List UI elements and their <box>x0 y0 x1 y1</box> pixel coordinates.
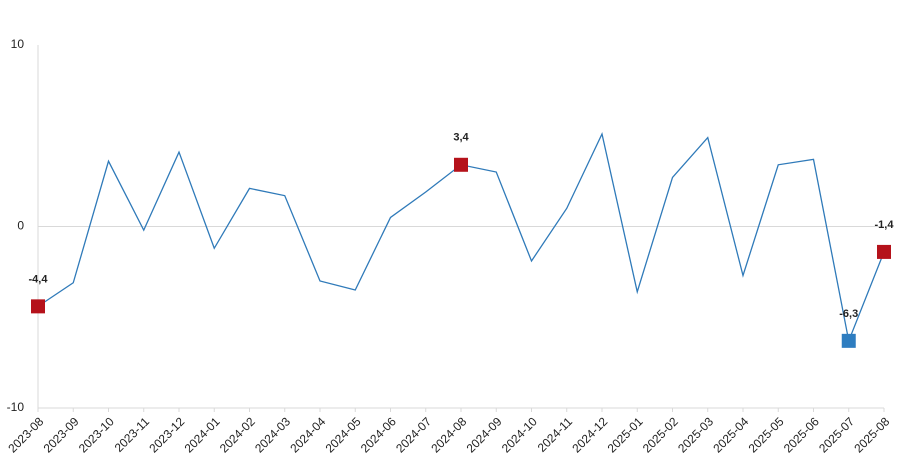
y-tick-label: -10 <box>7 400 25 414</box>
x-tick-label: 2023-08 <box>5 414 46 455</box>
x-tick-label: 2023-10 <box>76 414 117 455</box>
x-tick-label: 2025-02 <box>640 414 681 455</box>
x-tick-label: 2024-12 <box>569 414 610 455</box>
x-tick-label: 2025-08 <box>851 414 892 455</box>
x-tick-label: 2023-09 <box>41 414 82 455</box>
x-tick-label: 2024-07 <box>393 414 434 455</box>
marker <box>454 157 468 172</box>
x-tick-label: 2025-05 <box>746 414 787 455</box>
marker <box>877 244 891 259</box>
x-tick-label: 2024-11 <box>535 414 576 455</box>
x-tick-label: 2024-08 <box>428 414 469 455</box>
y-tick-label: 0 <box>17 219 24 233</box>
x-tick-label: 2025-01 <box>605 414 646 455</box>
x-tick-label: 2024-02 <box>217 414 258 455</box>
x-tick-label: 2024-05 <box>323 414 364 455</box>
x-tick-label: 2025-04 <box>710 414 751 455</box>
x-tick-label: 2024-03 <box>252 414 293 455</box>
x-tick-label: 2024-04 <box>287 414 328 455</box>
x-tick-label: 2025-06 <box>781 414 822 455</box>
value-label: -1,4 <box>875 219 895 231</box>
x-tick-label: 2025-07 <box>816 414 857 455</box>
x-tick-label: 2024-01 <box>182 414 223 455</box>
value-label: -4,4 <box>29 273 49 285</box>
x-tick-label: 2023-12 <box>146 414 187 455</box>
x-tick-label: 2025-03 <box>675 414 716 455</box>
x-tick-label: 2023-11 <box>112 414 153 455</box>
value-label: -6,3 <box>839 308 858 320</box>
y-tick-label: 10 <box>11 37 25 51</box>
x-tick-label: 2024-10 <box>499 414 540 455</box>
x-tick-label: 2024-09 <box>464 414 505 455</box>
value-label: 3,4 <box>453 132 469 144</box>
marker <box>841 333 856 348</box>
x-tick-label: 2024-06 <box>358 414 399 455</box>
marker <box>31 299 45 314</box>
